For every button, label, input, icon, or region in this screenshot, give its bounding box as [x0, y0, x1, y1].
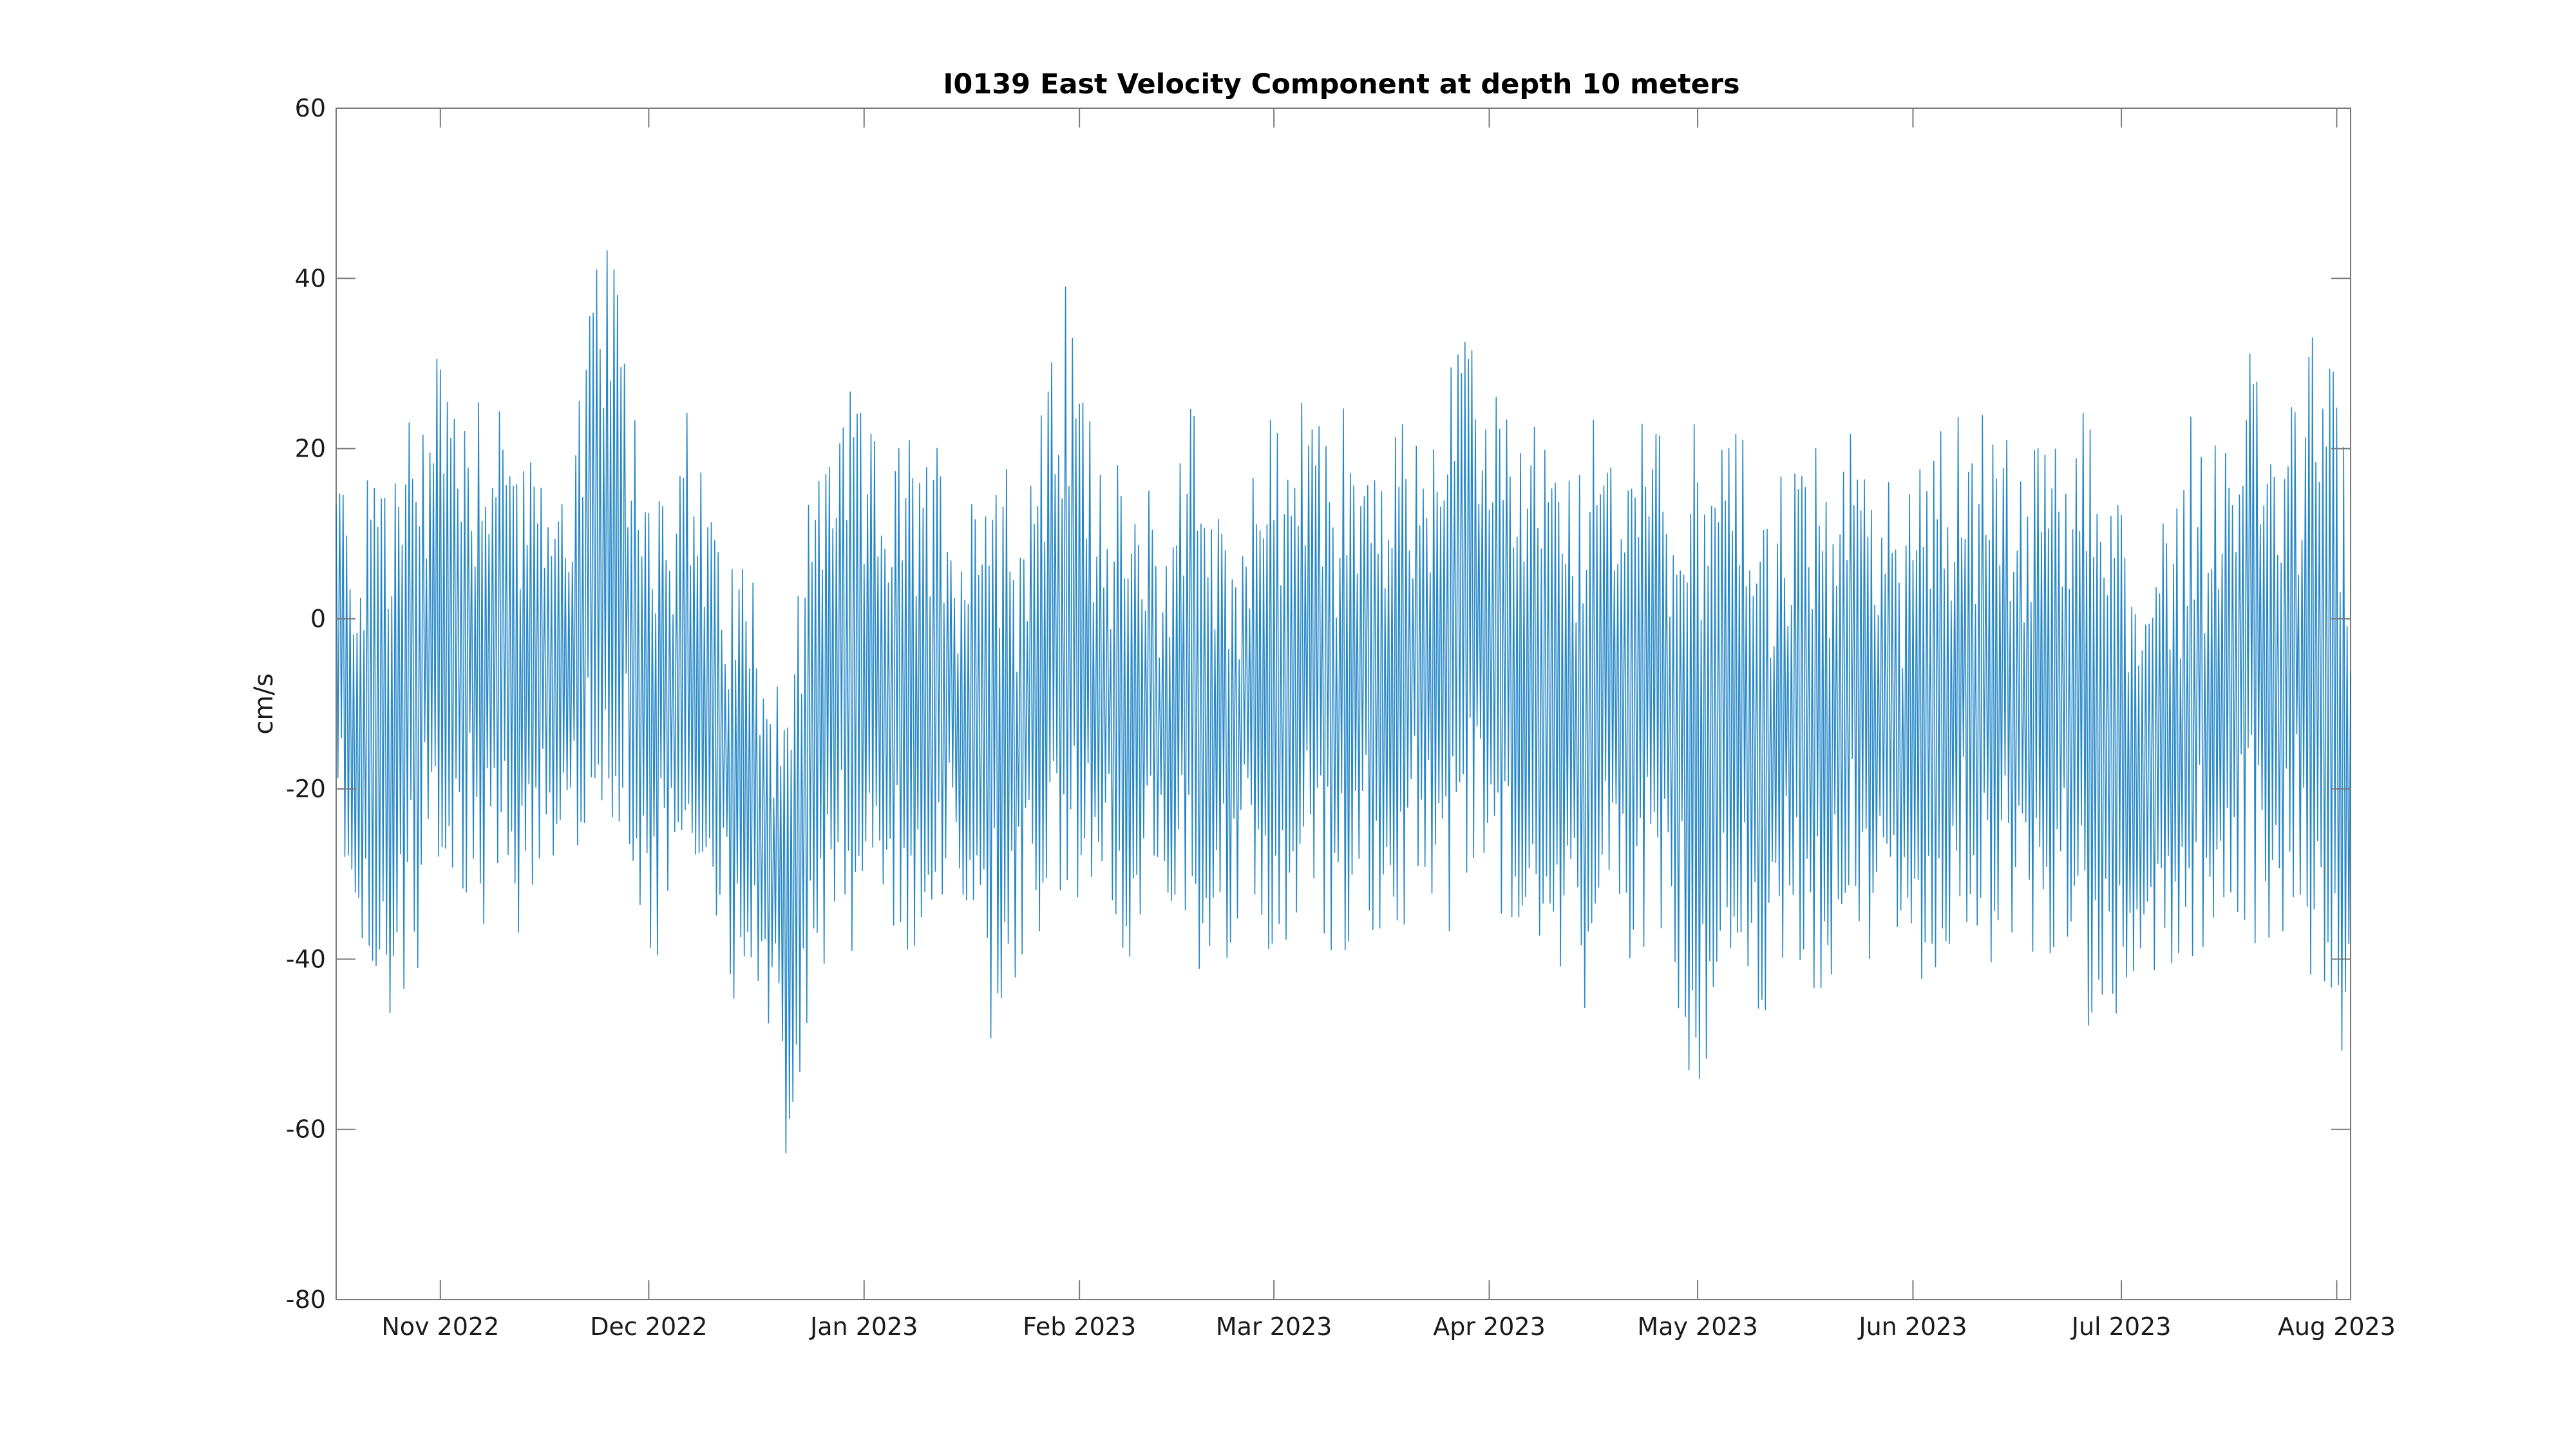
x-tick-label: Jun 2023 [1857, 1312, 1967, 1341]
x-tick-label: May 2023 [1637, 1312, 1757, 1341]
y-tick-label: -80 [286, 1285, 326, 1314]
x-tick-label: Apr 2023 [1433, 1312, 1546, 1341]
x-tick-label: Dec 2022 [590, 1312, 707, 1341]
series-layer [336, 250, 2351, 1153]
ticks-layer [336, 108, 2351, 1300]
x-tick-label: Feb 2023 [1023, 1312, 1136, 1341]
y-tick-label: -40 [286, 945, 326, 973]
y-tick-label: 60 [295, 94, 326, 122]
y-tick-label: 0 [310, 605, 326, 633]
y-tick-label: 20 [295, 435, 326, 463]
x-tick-label: Mar 2023 [1216, 1312, 1332, 1341]
y-tick-label: 40 [295, 264, 326, 292]
series-line [336, 250, 2351, 1153]
y-axis-label: cm/s [249, 673, 279, 734]
x-tick-label: Aug 2023 [2278, 1312, 2396, 1341]
chart-title: I0139 East Velocity Component at depth 1… [943, 68, 1739, 100]
x-tick-label: Jan 2023 [809, 1312, 918, 1341]
y-tick-label: -20 [286, 775, 326, 803]
y-tick-label: -60 [286, 1115, 326, 1144]
tick-labels-layer: -80 -60 -40 -20 0 20 40 60 Nov 2022 Dec 2022 Jan 2… [286, 94, 2396, 1341]
plot-area [336, 108, 2351, 1300]
axes-box [336, 108, 2351, 1300]
x-tick-label: Nov 2022 [381, 1312, 499, 1341]
x-tick-label: Jul 2023 [2070, 1312, 2172, 1341]
